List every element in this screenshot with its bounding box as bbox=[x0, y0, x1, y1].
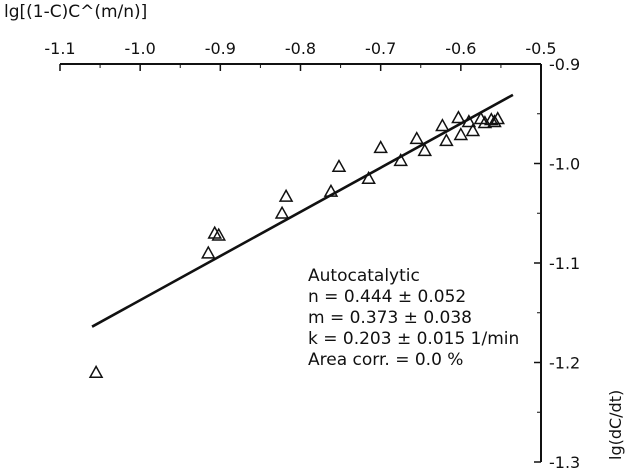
x-tick-label: -0.9 bbox=[205, 39, 236, 58]
annotation-n: n = 0.444 ± 0.052 bbox=[308, 287, 467, 307]
x-tick-label: -0.6 bbox=[445, 39, 476, 58]
data-point bbox=[323, 183, 339, 197]
y-tick-label: -0.9 bbox=[549, 55, 580, 74]
x-tick-label: -1.1 bbox=[44, 39, 75, 58]
fit-line bbox=[91, 93, 514, 328]
y-tick-label: -1.1 bbox=[549, 254, 580, 273]
annotation-model: Autocatalytic bbox=[308, 266, 420, 286]
x-tick-label: -0.5 bbox=[525, 39, 556, 58]
data-point bbox=[487, 114, 502, 128]
data-point bbox=[278, 188, 294, 202]
x-tick-label: -0.7 bbox=[365, 39, 396, 58]
fit-line-group bbox=[91, 93, 514, 328]
x-axis-label: lg[(1-C)C^(m/n)] bbox=[4, 2, 148, 22]
annotation-m: m = 0.373 ± 0.038 bbox=[308, 308, 472, 328]
data-point bbox=[88, 364, 104, 378]
data-point bbox=[201, 245, 216, 259]
annotation-box: Autocatalytic n = 0.444 ± 0.052 m = 0.37… bbox=[308, 266, 519, 371]
data-point bbox=[331, 158, 347, 173]
data-point bbox=[465, 123, 481, 137]
data-point bbox=[211, 227, 227, 241]
data-point bbox=[453, 127, 469, 141]
annotation-area: Area corr. = 0.0 % bbox=[308, 350, 464, 370]
data-point bbox=[461, 114, 477, 128]
data-point bbox=[451, 110, 466, 124]
x-tick-label: -0.8 bbox=[285, 39, 316, 58]
data-point bbox=[207, 225, 222, 239]
data-point bbox=[409, 131, 425, 145]
data-point bbox=[393, 152, 408, 167]
x-axis-ticks: -1.1 -1.0 -0.9 -0.8 -0.7 -0.6 -0.5 bbox=[44, 39, 557, 71]
data-points bbox=[88, 110, 505, 378]
data-point bbox=[373, 140, 388, 154]
y-axis-ticks: -0.9 -1.0 -1.1 -1.2 -1.3 bbox=[534, 55, 580, 471]
x-tick-label: -1.0 bbox=[125, 39, 156, 58]
y-tick-label: -1.2 bbox=[549, 354, 580, 373]
data-point bbox=[439, 133, 454, 147]
data-point bbox=[417, 143, 433, 157]
data-point bbox=[490, 111, 505, 125]
y-axis-label: lg(dC/dt) bbox=[606, 390, 625, 460]
y-tick-label: -1.0 bbox=[549, 155, 580, 174]
annotation-k: k = 0.203 ± 0.015 1/min bbox=[308, 329, 520, 349]
plot-frame bbox=[60, 63, 542, 462]
data-point bbox=[361, 170, 376, 184]
data-point bbox=[274, 205, 290, 219]
data-point bbox=[477, 115, 493, 129]
data-point bbox=[435, 118, 450, 132]
y-tick-label: -1.3 bbox=[549, 453, 580, 471]
